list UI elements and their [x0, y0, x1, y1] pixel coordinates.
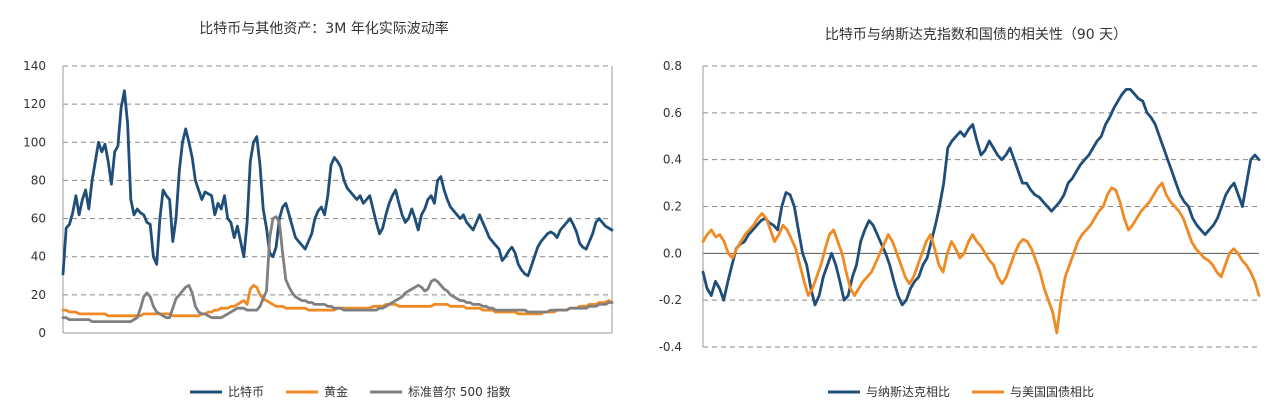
left-chart-axes: 0 20 40 60 80 100 120 140 [23, 59, 613, 340]
y-tick-label: 120 [23, 97, 46, 111]
right-chart: 比特币与纳斯达克指数和国债的相关性（90 天） -0.4 -0.2 0.0 0.2 0.… [659, 27, 1261, 399]
right-chart-legend: 与纳斯达克相比 与美国国债相比 [828, 385, 1094, 399]
series-line [701, 88, 1261, 307]
right-chart-lines [701, 88, 1261, 335]
legend-label: 与纳斯达克相比 [866, 385, 950, 399]
legend-label: 黄金 [324, 384, 348, 399]
left-chart-grid [63, 65, 612, 296]
y-tick-label: 0 [38, 326, 46, 340]
y-tick-label: 0.6 [663, 106, 682, 120]
y-tick-label: 0.0 [663, 246, 682, 260]
y-tick-label: 20 [31, 288, 46, 302]
y-tick-label: 100 [23, 135, 46, 149]
y-tick-label: 40 [31, 250, 46, 264]
y-tick-label: 0.8 [663, 59, 682, 73]
series-line [61, 215, 614, 324]
left-chart-legend: 比特币 黄金 标准普尔 500 指数 [190, 384, 511, 399]
legend-label: 与美国国债相比 [1010, 385, 1094, 399]
y-tick-label: 80 [31, 173, 46, 187]
left-chart-title: 比特币与其他资产：3M 年化实际波动率 [199, 20, 448, 37]
y-tick-label: 0.4 [663, 153, 682, 167]
y-tick-label: -0.2 [659, 293, 682, 307]
left-chart-lines [61, 89, 614, 324]
right-chart-axes: -0.4 -0.2 0.0 0.2 0.4 0.6 0.8 [659, 59, 704, 354]
y-tick-label: -0.4 [659, 340, 682, 354]
legend-label: 比特币 [228, 384, 264, 399]
legend-label: 标准普尔 500 指数 [408, 384, 511, 399]
y-tick-label: 0.2 [663, 200, 682, 214]
series-line [61, 89, 614, 278]
right-chart-title: 比特币与纳斯达克指数和国债的相关性（90 天） [825, 27, 1127, 43]
series-line [701, 181, 1261, 335]
y-tick-label: 60 [31, 212, 46, 226]
y-tick-label: 140 [23, 59, 46, 73]
left-chart: 比特币与其他资产：3M 年化实际波动率 0 20 40 60 80 100 120 140 比… [23, 20, 614, 399]
